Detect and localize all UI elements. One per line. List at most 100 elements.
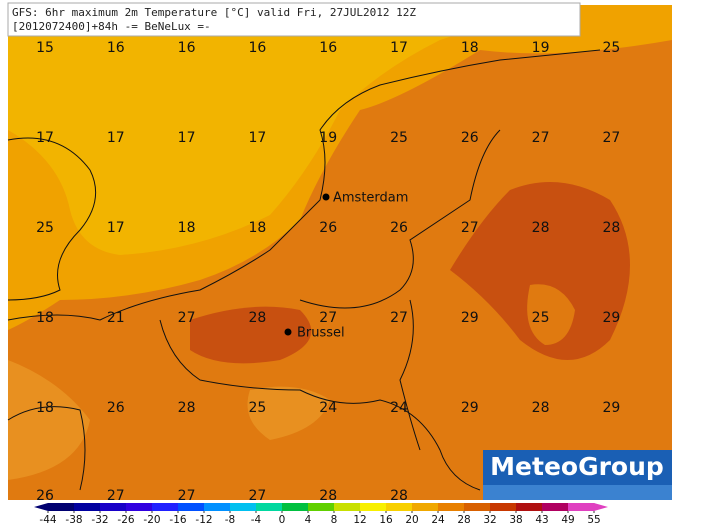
legend-swatch (256, 503, 283, 511)
grid-value: 17 (107, 130, 125, 146)
grid-value: 25 (532, 310, 550, 326)
legend-swatch (464, 503, 491, 511)
legend-swatch (568, 503, 595, 511)
header-box: GFS: 6hr maximum 2m Temperature [°C] val… (7, 2, 581, 37)
legend-tick-label: 49 (561, 514, 574, 525)
legend-tick-label: 28 (457, 514, 470, 525)
grid-value: 27 (532, 130, 550, 146)
grid-value: 18 (36, 400, 54, 416)
legend-tick-label: -26 (117, 514, 134, 525)
legend-tick-label: 12 (353, 514, 366, 525)
grid-value: 25 (602, 40, 620, 56)
legend-swatch (126, 503, 153, 511)
city-dot (322, 193, 330, 201)
color-legend: -44 -38 -32 -26 -20 -16 -12 -8 -4 0 4 8 12 16 20 24 28 32… (34, 503, 608, 525)
grid-value: 26 (461, 130, 479, 146)
logo-text: MeteoGroup (490, 452, 664, 481)
legend-swatch (490, 503, 517, 511)
legend-tick-label: -12 (195, 514, 212, 525)
legend-swatch (100, 503, 127, 511)
legend-swatch (308, 503, 335, 511)
legend-arrow-left (34, 503, 48, 511)
grid-value: 28 (178, 400, 196, 416)
grid-value: 27 (319, 310, 337, 326)
grid-value: 29 (602, 310, 620, 326)
grid-value: 15 (36, 40, 54, 56)
grid-value: 27 (461, 220, 479, 236)
city-dot (284, 328, 292, 336)
grid-value: 29 (461, 400, 479, 416)
grid-value: 26 (319, 220, 337, 236)
grid-value: 16 (248, 40, 266, 56)
legend-swatch (438, 503, 465, 511)
grid-value: 27 (390, 310, 408, 326)
grid-value: 28 (248, 310, 266, 326)
legend-swatch (334, 503, 361, 511)
grid-value: 18 (248, 220, 266, 236)
grid-value: 27 (178, 310, 196, 326)
header-line: [2012072400]+84h -= BeNeLux =- (12, 20, 211, 33)
legend-swatch (48, 503, 75, 511)
legend-tick-label: 55 (587, 514, 600, 525)
legend-tick-label: 24 (431, 514, 445, 525)
grid-value: 25 (36, 220, 54, 236)
city-label: Brussel (297, 326, 345, 341)
grid-value: 18 (178, 220, 196, 236)
grid-value: 17 (390, 40, 408, 56)
legend-arrow-right (594, 503, 608, 511)
legend-swatch (542, 503, 569, 511)
legend-tick-label: 43 (535, 514, 548, 525)
grid-value: 29 (602, 400, 620, 416)
legend-tick-label: -20 (143, 514, 160, 525)
legend-swatch (74, 503, 101, 511)
cities: Amsterdam Brussel (284, 191, 408, 341)
legend-tick-label: -44 (39, 514, 56, 525)
map-background (8, 5, 672, 500)
grid-value: 17 (178, 130, 196, 146)
legend-tick-label: 4 (305, 514, 312, 525)
grid-value: 18 (461, 40, 479, 56)
legend-tick-label: -16 (169, 514, 186, 525)
grid-value: 25 (248, 400, 266, 416)
coastlines (7, 49, 601, 491)
grid-value: 16 (107, 40, 125, 56)
grid-value: 25 (390, 130, 408, 146)
legend-swatch (178, 503, 205, 511)
city-label: Amsterdam (333, 191, 408, 206)
legend-tick-label: -38 (65, 514, 82, 525)
grid-value: 24 (319, 400, 337, 416)
grid-value: 26 (107, 400, 125, 416)
grid-value: 21 (107, 310, 125, 326)
legend-tick-label: 8 (331, 514, 338, 525)
grid-value: 24 (390, 400, 408, 416)
legend-swatch (230, 503, 257, 511)
legend-swatch (516, 503, 543, 511)
grid-value: 28 (532, 220, 550, 236)
grid-value: 27 (602, 130, 620, 146)
grid-value: 16 (319, 40, 337, 56)
legend-tick-label: 38 (509, 514, 522, 525)
logo: MeteoGroup (483, 450, 672, 500)
legend-swatch (204, 503, 231, 511)
legend-swatch (386, 503, 413, 511)
grid-value: 19 (319, 130, 337, 146)
header-line: GFS: 6hr maximum 2m Temperature [°C] val… (12, 6, 416, 19)
grid-value: 28 (602, 220, 620, 236)
legend-tick-label: -32 (91, 514, 108, 525)
grid-value: 19 (532, 40, 550, 56)
legend-swatch (360, 503, 387, 511)
legend-tick-label: -8 (225, 514, 235, 525)
legend-tick-label: 32 (483, 514, 496, 525)
grid-value: 18 (36, 310, 54, 326)
legend-tick-label: 0 (279, 514, 286, 525)
grid-value: 29 (461, 310, 479, 326)
legend-tick-label: 20 (405, 514, 418, 525)
grid-value: 17 (36, 130, 54, 146)
legend-tick-label: 16 (379, 514, 393, 525)
legend-swatch (412, 503, 439, 511)
legend-swatch (282, 503, 309, 511)
legend-tick-label: -4 (251, 514, 262, 525)
grid-value: 26 (390, 220, 408, 236)
grid-value: 16 (178, 40, 196, 56)
grid-value: 17 (107, 220, 125, 236)
